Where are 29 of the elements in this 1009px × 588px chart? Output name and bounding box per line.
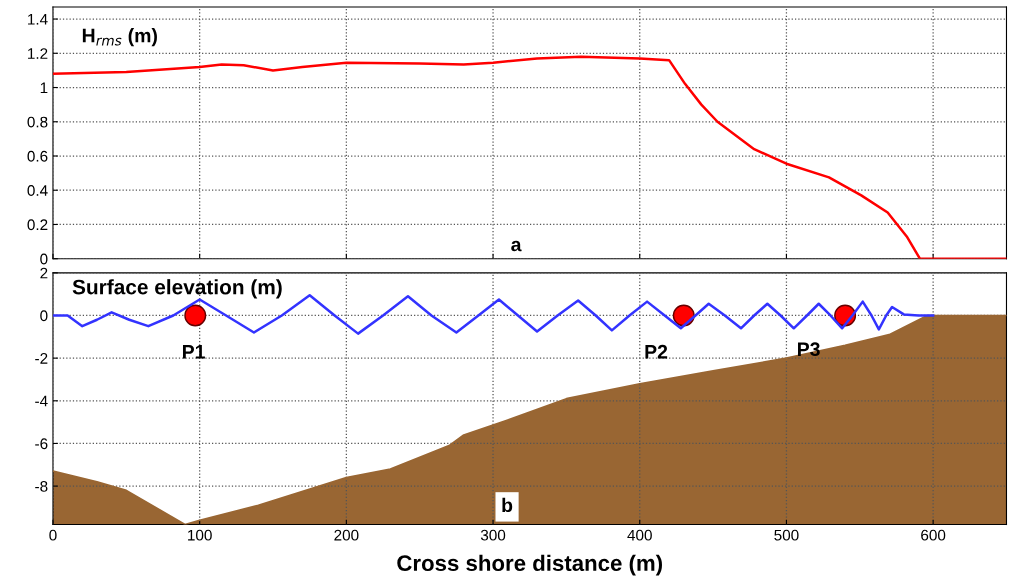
x-axis-title: Cross shore distance (m): [397, 554, 662, 576]
y-tick-label: -2: [35, 353, 48, 364]
x-tick-label: 500: [774, 529, 799, 541]
y-tick-label: -4: [35, 395, 48, 407]
x-tick-label: 400: [627, 529, 652, 541]
annotation: P2: [645, 344, 668, 359]
annotation: b: [502, 497, 513, 513]
x-tick-label: 300: [480, 529, 506, 541]
y-tick-label: 0: [40, 310, 48, 322]
x-tick-label: 0: [49, 529, 57, 541]
y-tick-label: 0.6: [27, 150, 48, 162]
y-tick-label: 0.4: [27, 185, 48, 196]
y-tick-label: -6: [35, 438, 48, 450]
y-tick-label: 2: [40, 267, 48, 279]
y-tick-label: 0: [40, 253, 48, 265]
y-tick-label: 0.2: [27, 219, 48, 231]
y-tick-label: 1.2: [28, 48, 48, 59]
annotation: P1: [183, 345, 205, 359]
y-tick-label: 0.8: [27, 116, 48, 128]
annotation: P3: [798, 342, 820, 357]
annotation: Surface elevation (m): [72, 279, 282, 299]
y-tick-label: 1: [40, 82, 48, 94]
annotation: H$_{rms}$ (m): [82, 28, 157, 47]
x-tick-label: 600: [921, 529, 946, 541]
x-tick-label: 200: [334, 529, 359, 541]
y-tick-label: -8: [35, 480, 48, 492]
x-tick-label: 100: [188, 529, 212, 541]
y-tick-label: 1.4: [28, 14, 48, 25]
annotation: a: [511, 240, 522, 252]
